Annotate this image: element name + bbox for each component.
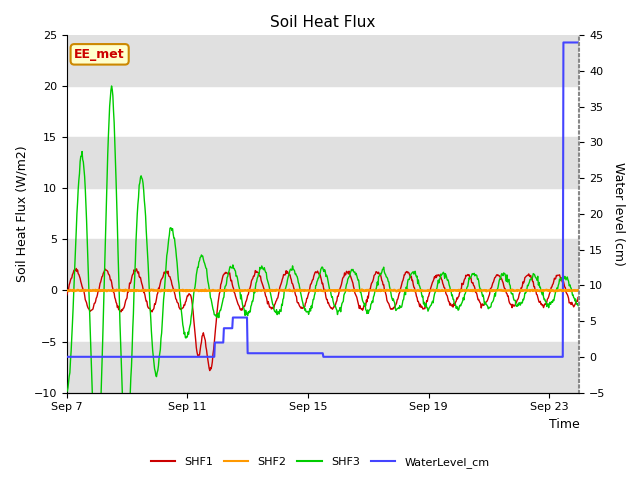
Text: EE_met: EE_met (74, 48, 125, 61)
Bar (67, 137, 579, 189)
Y-axis label: Water level (cm): Water level (cm) (612, 162, 625, 266)
Bar (67, 341, 579, 393)
Legend: SHF1, SHF2, SHF3, WaterLevel_cm: SHF1, SHF2, SHF3, WaterLevel_cm (147, 452, 493, 472)
Y-axis label: Soil Heat Flux (W/m2): Soil Heat Flux (W/m2) (15, 145, 28, 282)
Bar (67, 36, 579, 86)
X-axis label: Time: Time (548, 418, 579, 431)
Bar (67, 240, 579, 290)
Title: Soil Heat Flux: Soil Heat Flux (270, 15, 376, 30)
